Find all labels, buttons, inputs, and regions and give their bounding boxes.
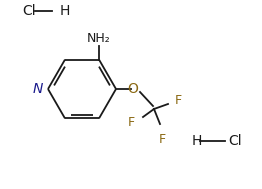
- Text: O: O: [128, 82, 138, 96]
- Text: N: N: [33, 82, 43, 96]
- Text: H: H: [192, 134, 202, 148]
- Text: F: F: [128, 116, 135, 129]
- Text: NH₂: NH₂: [87, 32, 111, 45]
- Text: H: H: [60, 4, 70, 18]
- Text: Cl: Cl: [228, 134, 242, 148]
- Text: F: F: [175, 94, 182, 108]
- Text: F: F: [159, 133, 166, 146]
- Text: Cl: Cl: [22, 4, 36, 18]
